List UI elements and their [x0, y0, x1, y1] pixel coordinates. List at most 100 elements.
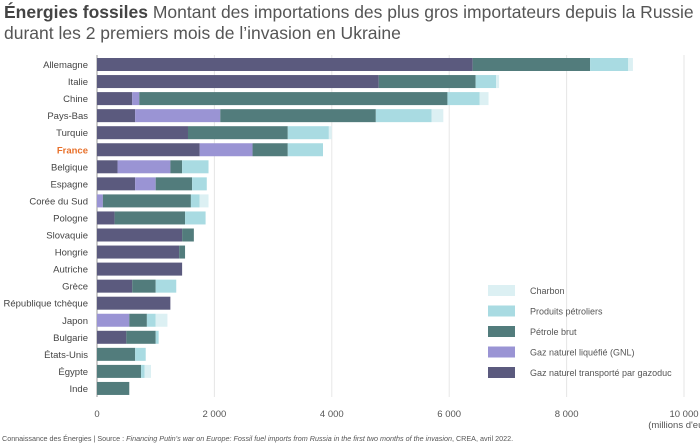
bar-segment-petrole [126, 330, 156, 344]
bar-segment-gazoduc [97, 262, 183, 276]
bar-segment-gnl [97, 313, 130, 327]
title-rest: Montant des importations des plus gros i… [4, 2, 694, 43]
source-title: Financing Putin’s war on Europe: Fossil … [126, 434, 452, 443]
bar-segment-produits [287, 126, 329, 140]
bar-segment-gazoduc [97, 126, 188, 140]
category-label: Belgique [51, 162, 88, 173]
category-label: Turquie [56, 128, 88, 139]
bar-segment-gazoduc [97, 160, 118, 174]
bar-segment-charbon [479, 92, 489, 106]
bar-segment-charbon [144, 364, 152, 378]
bar-segment-gazoduc [97, 245, 180, 259]
bar-segment-produits [287, 143, 323, 157]
category-label: Grèce [62, 282, 88, 293]
bar-segment-produits [447, 92, 480, 106]
bar-segment-charbon [496, 75, 500, 89]
category-label: Italie [68, 77, 88, 88]
bar-segment-gazoduc [97, 58, 473, 71]
bar-segment-gnl [135, 109, 221, 123]
bar-segment-gazoduc [97, 296, 171, 310]
source-suffix: , CREA, avril 2022. [451, 434, 514, 443]
category-label: France [57, 145, 88, 156]
bar-segment-produits [475, 75, 497, 89]
source-note: Connaissance des Énergies | Source : Fin… [2, 434, 513, 443]
bar-segment-petrole [179, 245, 186, 259]
x-unit-label: (millions d'euros) [648, 420, 700, 431]
bar-segment-petrole [220, 109, 376, 123]
bar-segment-petrole [182, 228, 194, 242]
bar-segment-gnl [132, 92, 140, 106]
bar-segment-gnl [135, 177, 156, 191]
bar-segment-petrole [139, 92, 448, 106]
category-label: Japon [62, 316, 88, 327]
bar-segment-produits [185, 211, 206, 225]
bar-segment-gazoduc [97, 109, 136, 123]
x-tick-label: 10 000 [669, 409, 698, 420]
legend-swatch-gnl [488, 346, 515, 358]
category-label: Hongrie [55, 248, 88, 259]
bar-segment-gazoduc [97, 330, 127, 344]
legend-label: Produits pétroliers [530, 307, 603, 317]
bar-segment-charbon [431, 109, 444, 123]
legend-label: Pétrole brut [530, 327, 577, 337]
source-prefix: Connaissance des Énergies | Source : [2, 434, 127, 443]
category-label: Allemagne [43, 60, 88, 71]
bar-segment-petrole [97, 381, 130, 395]
bar-segment-petrole [378, 75, 476, 89]
bar-segment-charbon [628, 58, 633, 71]
bar-segment-produits [155, 330, 159, 344]
legend-swatch-charbon [488, 285, 515, 296]
bar-segment-produits [141, 364, 145, 378]
bar-segment-gazoduc [97, 228, 183, 242]
category-label: Espagne [50, 179, 88, 190]
category-label: États-Unis [44, 350, 88, 361]
bar-segment-gazoduc [97, 75, 379, 89]
category-label: Inde [70, 384, 89, 395]
bar-segment-produits [590, 58, 629, 71]
bar-segment-petrole [97, 347, 136, 361]
bar-segment-petrole [187, 126, 288, 140]
bar-segment-gazoduc [97, 279, 133, 293]
bar-segment-gnl [117, 160, 171, 174]
category-label: Slovaquie [46, 231, 88, 242]
bar-segment-petrole [252, 143, 288, 157]
category-label: Corée du Sud [29, 196, 88, 207]
bar-segment-gnl [97, 194, 103, 208]
category-label: Chine [63, 94, 88, 105]
legend-label: Gaz naturel transporté par gazoduc [530, 368, 672, 378]
bar-segment-petrole [129, 313, 147, 327]
x-tick-label: 4 000 [320, 409, 344, 420]
x-tick-label: 2 000 [203, 409, 227, 420]
bar-segment-charbon [199, 194, 209, 208]
bar-segment-gnl [199, 143, 253, 157]
bar-segment-petrole [170, 160, 183, 174]
bar-segment-gazoduc [97, 143, 200, 157]
legend-swatch-gazoduc [488, 367, 515, 378]
category-label: Bulgarie [53, 333, 88, 344]
bar-segment-produits [375, 109, 432, 123]
category-label: Pays-Bas [47, 111, 88, 122]
bar-segment-charbon [155, 313, 168, 327]
legend-swatch-produits [488, 305, 515, 317]
bar-segment-produits [155, 279, 177, 293]
x-tick-label: 8 000 [555, 409, 579, 420]
legend-label: Gaz naturel liquéfié (GNL) [530, 348, 635, 358]
bar-segment-produits [192, 177, 207, 191]
bar-segment-petrole [472, 58, 591, 71]
bar-segment-produits [146, 313, 156, 327]
bar-segment-petrole [102, 194, 191, 208]
bar-segment-produits [135, 347, 146, 361]
bar-segment-charbon [328, 126, 332, 140]
bar-segment-gazoduc [97, 211, 115, 225]
bar-segment-petrole [155, 177, 193, 191]
category-label: République tchèque [3, 299, 88, 310]
bar-segment-gazoduc [97, 92, 133, 106]
bar-segment-petrole [132, 279, 156, 293]
legend-label: Charbon [530, 286, 565, 296]
category-label: Autriche [53, 265, 88, 276]
bar-segment-produits [182, 160, 209, 174]
title-bold: Énergies fossiles [4, 2, 148, 22]
x-tick-label: 6 000 [437, 409, 461, 420]
chart-title: Énergies fossiles Montant des importatio… [4, 2, 694, 44]
